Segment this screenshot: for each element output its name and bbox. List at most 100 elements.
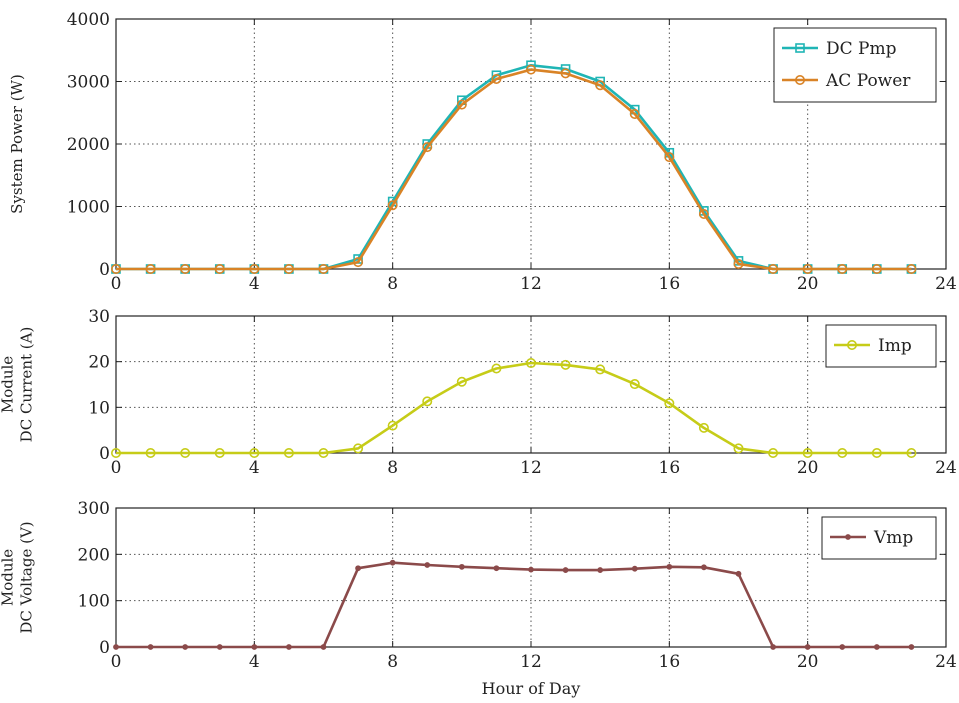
data-point xyxy=(873,644,880,650)
y-tick-label: 20 xyxy=(88,353,110,373)
x-tick-label: 12 xyxy=(520,274,542,294)
data-point xyxy=(629,109,640,120)
data-point xyxy=(768,263,779,274)
legend-box xyxy=(773,27,937,103)
data-point xyxy=(698,422,709,433)
chart-panel-2: 0 4 8 12 16 20 24 0 10 20 30 Module DC Current (A) Im… xyxy=(0,307,957,478)
data-point xyxy=(320,644,327,650)
series-line xyxy=(116,361,912,455)
data-point xyxy=(251,644,258,650)
data-point xyxy=(802,263,813,274)
data-point xyxy=(424,562,431,568)
data-point xyxy=(147,644,154,650)
data-point xyxy=(249,263,260,274)
data-point xyxy=(560,68,571,79)
data-point xyxy=(182,644,189,650)
data-point xyxy=(664,398,675,409)
x-tick-label: 20 xyxy=(797,652,819,672)
data-point xyxy=(733,258,744,269)
x-tick-label: 4 xyxy=(249,458,260,478)
series-line xyxy=(116,561,912,649)
data-point xyxy=(456,99,467,110)
y-tick-label: 3000 xyxy=(67,73,110,93)
data-point xyxy=(595,364,606,375)
data-point xyxy=(180,263,191,274)
data-point xyxy=(664,152,675,163)
y-tick-label: 200 xyxy=(78,545,110,565)
data-point xyxy=(353,257,364,268)
x-tick-label: 16 xyxy=(659,274,681,294)
data-point xyxy=(145,263,156,274)
legend-label: AC Power xyxy=(825,71,911,91)
data-point xyxy=(804,644,811,650)
data-point xyxy=(318,447,329,458)
data-point xyxy=(629,379,640,390)
data-point xyxy=(145,447,156,458)
x-tick-label: 12 xyxy=(520,458,542,478)
x-tick-label: 8 xyxy=(387,274,398,294)
y-axis-label: Module xyxy=(0,356,17,413)
data-point xyxy=(595,80,606,91)
data-point xyxy=(735,570,742,577)
x-tick-label: 4 xyxy=(249,274,260,294)
x-tick-label: 0 xyxy=(111,458,122,478)
data-point xyxy=(355,565,361,572)
data-point xyxy=(216,644,223,650)
legend-swatch-marker xyxy=(845,534,851,540)
y-tick-label: 0 xyxy=(99,260,110,280)
data-point xyxy=(389,559,396,566)
y-tick-label: 0 xyxy=(99,638,110,658)
data-point xyxy=(491,363,502,374)
series-imp xyxy=(111,358,917,458)
data-point xyxy=(701,564,707,571)
data-point xyxy=(387,200,398,211)
data-point xyxy=(458,563,465,570)
legend-label: Vmp xyxy=(873,528,913,548)
data-point xyxy=(770,644,776,650)
data-point xyxy=(249,447,260,458)
legend-label: Imp xyxy=(878,336,912,356)
legend-swatch-marker xyxy=(795,43,805,53)
data-point xyxy=(768,447,779,458)
x-tick-label: 8 xyxy=(387,652,398,672)
x-tick-label: 4 xyxy=(249,652,260,672)
x-tick-label: 24 xyxy=(935,458,957,478)
y-tick-label: 30 xyxy=(88,307,110,327)
data-point xyxy=(528,566,534,573)
y-tick-label: 4000 xyxy=(67,10,110,30)
data-point xyxy=(733,443,744,454)
y-axis-label: System Power (W) xyxy=(8,74,26,214)
data-point xyxy=(214,263,225,274)
data-point xyxy=(839,644,846,650)
series-vmp xyxy=(113,559,915,650)
x-tick-label: 16 xyxy=(659,458,681,478)
data-point xyxy=(837,447,848,458)
x-tick-label: 24 xyxy=(935,652,957,672)
legend-swatch-marker xyxy=(846,339,857,350)
x-axis-label: Hour of Day xyxy=(482,679,581,698)
series-line xyxy=(116,68,912,271)
data-point xyxy=(286,644,292,650)
data-point xyxy=(456,376,467,387)
data-point xyxy=(283,447,294,458)
data-point xyxy=(871,263,882,274)
chart-panel-3: 0 4 8 12 16 20 24 0 100 200 300 Module DC Voltage (V… xyxy=(0,499,957,698)
y-tick-label: 300 xyxy=(78,499,110,519)
x-tick-label: 20 xyxy=(797,458,819,478)
data-point xyxy=(111,263,122,274)
data-point xyxy=(666,563,673,570)
data-point xyxy=(180,447,191,458)
x-tick-label: 24 xyxy=(935,274,957,294)
data-point xyxy=(525,64,536,75)
legend: Imp xyxy=(825,324,937,368)
y-axis-label: DC Current (A) xyxy=(18,327,36,443)
y-tick-label: 10 xyxy=(88,398,110,418)
y-tick-label: 2000 xyxy=(67,135,110,155)
data-point xyxy=(422,396,433,407)
x-tick-label: 12 xyxy=(520,652,542,672)
x-tick-label: 0 xyxy=(111,652,122,672)
data-point xyxy=(525,358,536,369)
data-point xyxy=(111,447,122,458)
legend: Vmp xyxy=(821,516,937,560)
